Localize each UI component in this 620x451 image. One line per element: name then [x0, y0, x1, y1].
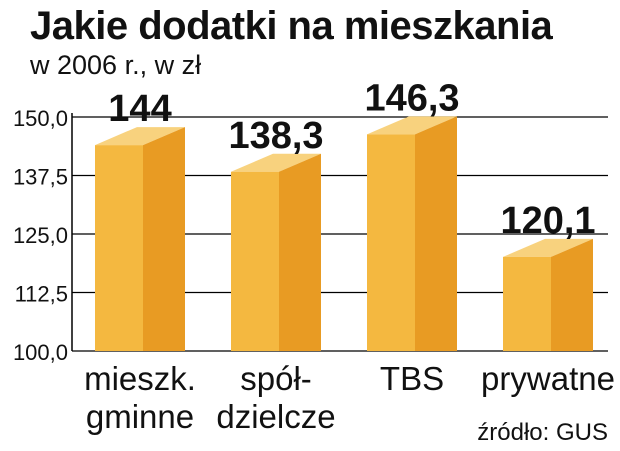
source-note: źródło: GUS	[477, 419, 608, 446]
chart-subtitle: w 2006 r., w zł	[30, 50, 202, 80]
bar	[503, 238, 593, 351]
bar-value-label: 146,3	[364, 77, 459, 119]
y-tick-label: 150,0	[13, 106, 68, 131]
bar-side-face	[415, 116, 457, 351]
bar-value-label: 144	[108, 88, 171, 130]
bar-side-face	[143, 127, 185, 351]
bar-top-face	[95, 127, 185, 146]
bar-top-face	[503, 238, 593, 257]
category-label: prywatne	[481, 360, 615, 397]
category-label: dzielcze	[216, 398, 335, 435]
bar-front-face	[503, 256, 551, 351]
chart-title: Jakie dodatki na mieszkania	[30, 4, 553, 48]
bar-value-label: 138,3	[228, 115, 323, 157]
bar-side-face	[279, 153, 321, 351]
y-tick-label: 125,0	[13, 223, 68, 248]
category-label: mieszk.	[84, 360, 196, 397]
bar-front-face	[231, 171, 279, 351]
category-label: gminne	[86, 398, 194, 435]
category-label: spół-	[240, 360, 312, 397]
y-tick-label: 112,5	[15, 282, 68, 307]
y-tick-label: 100,0	[13, 340, 68, 365]
bar	[95, 127, 185, 351]
y-tick-label: 137,5	[13, 165, 68, 190]
bar	[367, 116, 457, 351]
bar	[231, 153, 321, 351]
bar-top-face	[367, 116, 457, 135]
bar-side-face	[551, 238, 593, 351]
category-label: TBS	[380, 360, 444, 397]
bar-front-face	[95, 145, 143, 351]
bar-front-face	[367, 134, 415, 351]
bar-top-face	[231, 153, 321, 172]
bar-value-label: 120,1	[500, 200, 595, 242]
